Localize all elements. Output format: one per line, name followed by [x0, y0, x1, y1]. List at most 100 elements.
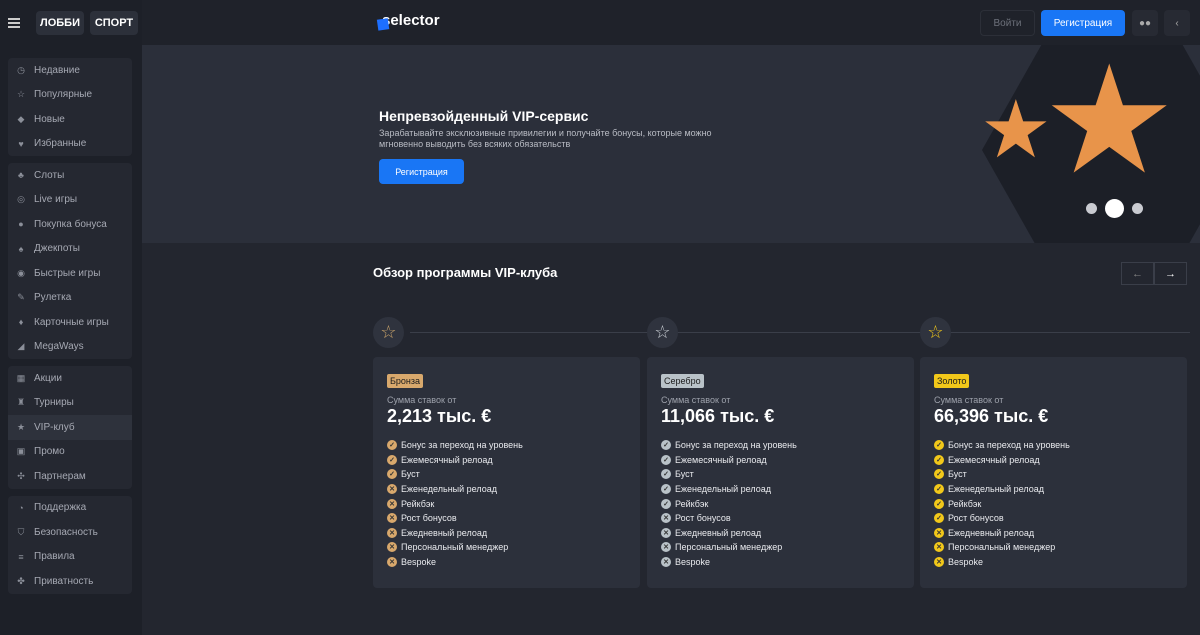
section-title: Обзор программы VIP-клуба [373, 265, 558, 280]
shield-icon: ⛉ [17, 526, 25, 537]
sidebar-item-label: Приватность [34, 575, 94, 587]
cross-icon: ✕ [934, 542, 944, 553]
header: selector Войти Регистрация ●● ‹ [142, 0, 1200, 45]
sidebar: ЛОББИ СПОРТ ◷ Недавние ☆ Популярные ◆ Новые ♥ И… [0, 0, 142, 635]
cross-icon: ✕ [387, 484, 397, 495]
vip-star-icon: ★ [16, 421, 26, 432]
sport-button[interactable]: СПОРТ [90, 10, 138, 35]
feature-item: ✕ Рост бонусов [387, 511, 626, 526]
sidebar-item-label: Покупка бонуса [34, 218, 107, 230]
sidebar-item-gift[interactable]: ▦ Акции [8, 366, 132, 391]
carousel-dot-active[interactable] [1105, 199, 1124, 218]
sidebar-item-cards[interactable]: ♦ Карточные игры [8, 310, 132, 335]
feature-item: ✓ Рост бонусов [934, 511, 1173, 526]
sidebar-item-fire[interactable]: ◉ Быстрые игры [8, 261, 132, 286]
clock-icon: ◷ [17, 64, 25, 75]
sidebar-item-slots[interactable]: ♣ Слоты [8, 163, 132, 188]
sidebar-item-roulette[interactable]: ✎ Рулетка [8, 286, 132, 311]
feature-item: ✓ Бонус за переход на уровень [934, 438, 1173, 453]
support-icon: ◔ [18, 502, 24, 513]
chat-icon[interactable]: ●● [1132, 10, 1158, 36]
sidebar-item-support[interactable]: ◔ Поддержка [8, 496, 132, 521]
partners-icon: ✣ [17, 470, 25, 481]
register-button[interactable]: Регистрация [1041, 10, 1125, 36]
tier-card: Серебро Сумма ставок от 11,066 тыс. € ✓ Б… [647, 357, 914, 588]
sidebar-item-privacy[interactable]: ✤ Приватность [8, 569, 132, 594]
feature-item: ✕ Рейкбэк [387, 496, 626, 511]
sidebar-item-vip-star[interactable]: ★ VIP-клуб [8, 415, 132, 440]
banner-description: Зарабатывайте эксклюзивные привилегии и … [379, 128, 712, 149]
star-icon: ★ [1042, 45, 1177, 204]
gift-icon: ▦ [16, 372, 26, 383]
cross-icon: ✕ [661, 513, 671, 524]
check-icon: ✓ [387, 454, 397, 465]
sidebar-item-clock[interactable]: ◷ Недавние [8, 58, 132, 83]
feature-item: ✕ Персональный менеджер [661, 540, 900, 555]
sidebar-item-label: Слоты [34, 169, 65, 181]
feature-item: ✕ Bespoke [661, 555, 900, 570]
cross-icon: ✕ [661, 557, 671, 568]
promo-icon: ▣ [16, 446, 26, 457]
tier-label: Сумма ставок от [934, 395, 1004, 405]
diamond-icon: ◆ [17, 113, 25, 124]
login-button[interactable]: Войти [980, 10, 1035, 36]
check-icon: ✓ [934, 454, 944, 465]
sidebar-item-trophy[interactable]: ♜ Турниры [8, 391, 132, 416]
sidebar-item-headset[interactable]: ◎ Live игры [8, 188, 132, 213]
check-icon: ✓ [387, 469, 397, 480]
sidebar-item-rules[interactable]: ≡ Правила [8, 545, 132, 570]
star-icon: ☆ [920, 317, 951, 348]
check-icon: ✓ [387, 440, 397, 451]
cross-icon: ✕ [387, 498, 397, 509]
sidebar-item-star[interactable]: ☆ Популярные [8, 83, 132, 108]
feature-item: ✕ Ежедневный релоад [387, 526, 626, 541]
sidebar-item-megaways[interactable]: ◢ MegaWays [8, 335, 132, 360]
tier-amount: 11,066 тыс. € [661, 406, 775, 426]
tier-card: Бронза Сумма ставок от 2,213 тыс. € ✓ Бон… [373, 357, 640, 588]
sidebar-item-label: Недавние [34, 64, 80, 76]
feature-item: ✕ Ежедневный релоад [934, 526, 1173, 541]
sidebar-item-label: Безопасность [34, 526, 98, 538]
feature-item: ✓ Ежемесячный релоад [387, 453, 626, 468]
chevron-left-icon[interactable]: ‹ [1164, 10, 1190, 36]
sidebar-item-flame[interactable]: ♠ Джекпоты [8, 237, 132, 262]
cross-icon: ✕ [661, 527, 671, 538]
sidebar-group: ◔ Поддержка ⛉ Безопасность ≡ Правила ✤ Приватно… [8, 495, 132, 594]
feature-item: ✓ Буст [661, 467, 900, 482]
lobby-button[interactable]: ЛОББИ [36, 10, 84, 35]
banner-register-button[interactable]: Регистрация [379, 159, 464, 184]
tier-badge: Золото [934, 374, 970, 388]
sidebar-item-bonus[interactable]: ● Покупка бонуса [8, 212, 132, 237]
next-button[interactable]: → [1154, 262, 1187, 285]
sidebar-item-label: Джекпоты [34, 243, 80, 255]
sidebar-item-promo[interactable]: ▣ Промо [8, 440, 132, 465]
bonus-icon: ● [18, 219, 24, 230]
feature-item: ✕ Персональный менеджер [934, 540, 1173, 555]
sidebar-item-label: Поддержка [34, 502, 87, 514]
sidebar-item-diamond[interactable]: ◆ Новые [8, 107, 132, 132]
sidebar-item-label: Новые [34, 113, 65, 125]
sidebar-item-shield[interactable]: ⛉ Безопасность [8, 520, 132, 545]
feature-list: ✓ Бонус за переход на уровень ✓ Ежемесячный… [934, 438, 1173, 569]
feature-item: ✕ Bespoke [934, 555, 1173, 570]
sidebar-group: ◷ Недавние ☆ Популярные ◆ Новые ♥ Избранные [8, 58, 132, 156]
sidebar-item-label: Быстрые игры [34, 267, 101, 279]
sidebar-item-heart[interactable]: ♥ Избранные [8, 132, 132, 157]
check-icon: ✓ [661, 469, 671, 480]
megaways-icon: ◢ [17, 341, 25, 352]
carousel-dot[interactable] [1086, 203, 1097, 214]
vip-banner: ★ ★ Непревзойденный VIP-сервис Зарабатыв… [142, 45, 1200, 243]
logo[interactable]: selector [376, 12, 440, 31]
feature-item: ✓ Рейкбэк [934, 496, 1173, 511]
cross-icon: ✕ [387, 527, 397, 538]
star-icon: ☆ [16, 89, 26, 100]
carousel-dot[interactable] [1132, 203, 1143, 214]
check-icon: ✓ [934, 440, 944, 451]
feature-list: ✓ Бонус за переход на уровень ✓ Ежемесячный… [661, 438, 900, 569]
prev-button[interactable]: ← [1121, 262, 1154, 285]
sidebar-item-partners[interactable]: ✣ Партнерам [8, 464, 132, 489]
sidebar-item-label: Live игры [34, 194, 78, 206]
divider [410, 332, 1190, 333]
menu-icon[interactable] [8, 17, 20, 28]
feature-item: ✕ Рост бонусов [661, 511, 900, 526]
